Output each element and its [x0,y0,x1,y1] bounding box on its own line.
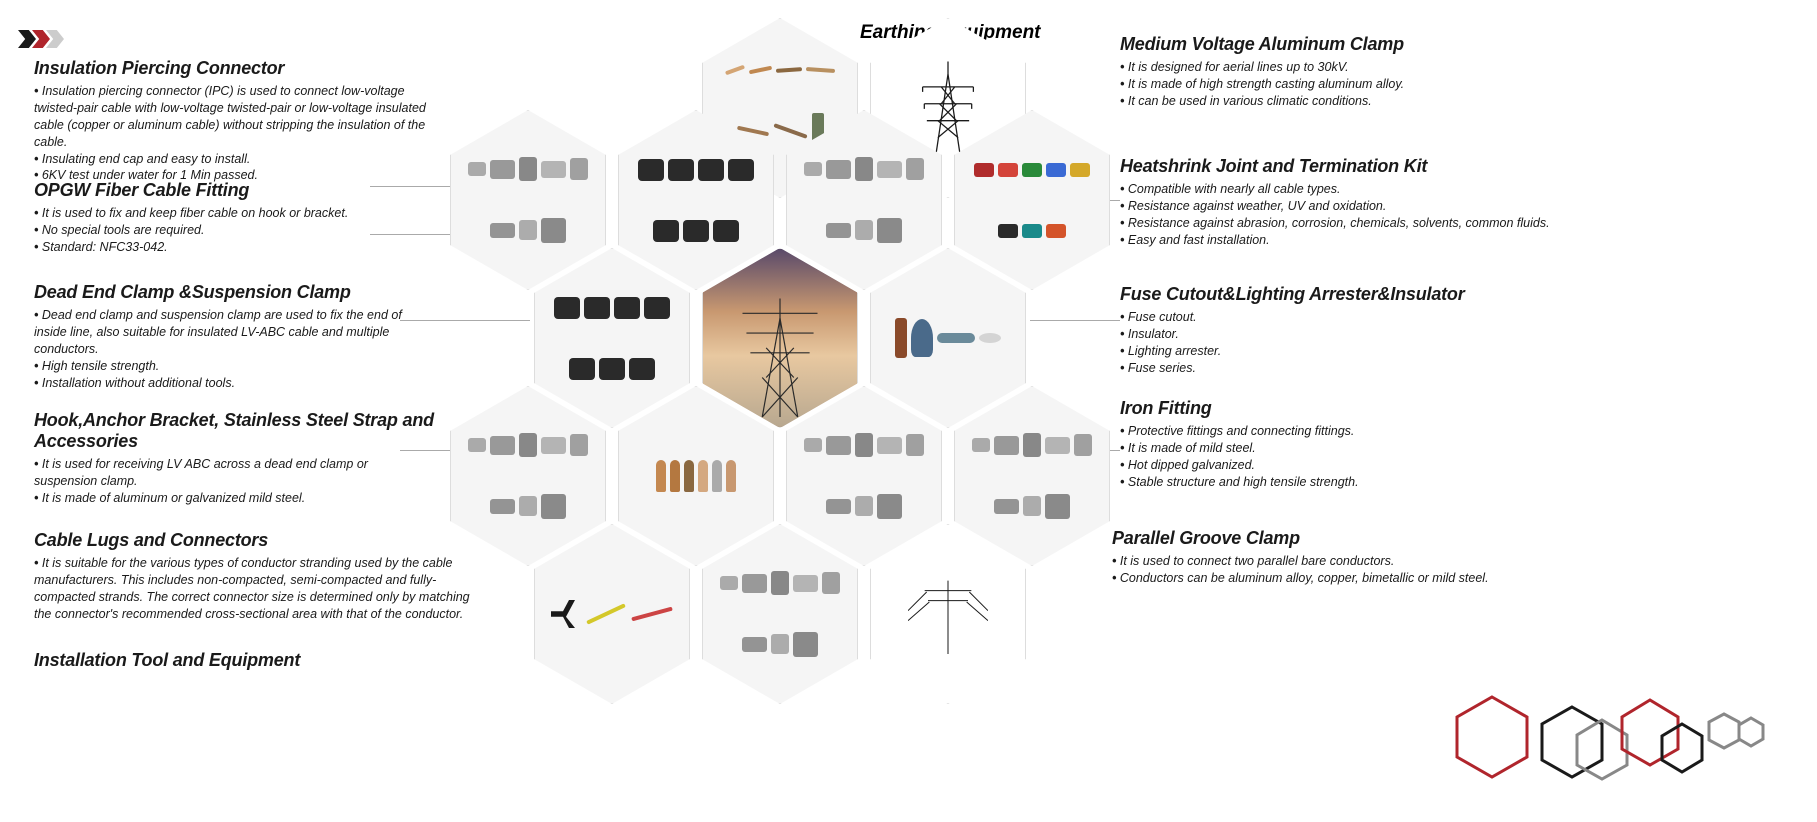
section-bullets-opgw: It is used to fix and keep fiber cable o… [34,205,404,256]
section-pgclamp: Parallel Groove Clamp It is used to conn… [1112,528,1552,587]
leader-line [1110,200,1120,201]
section-tools: Installation Tool and Equipment [34,650,434,675]
decorative-hexagons [1447,662,1787,802]
section-deadend: Dead End Clamp &Suspension Clamp Dead en… [34,282,434,391]
leader-line [400,450,450,451]
hex-tools[interactable] [534,524,690,704]
section-heatshrink: Heatshrink Joint and Termination Kit Com… [1120,156,1560,249]
section-title-hook[interactable]: Hook,Anchor Bracket, Stainless Steel Str… [34,410,434,452]
leader-line [1110,450,1120,451]
section-bullets-pgclamp: It is used to connect two parallel bare … [1112,553,1552,587]
hex-pole[interactable] [870,524,1026,704]
leader-line [400,320,530,321]
section-opgw: OPGW Fiber Cable Fitting It is used to f… [34,180,404,256]
section-hook: Hook,Anchor Bracket, Stainless Steel Str… [34,410,434,507]
hex-deadend[interactable] [534,248,690,428]
section-bullets-heatshrink: Compatible with nearly all cable types. … [1120,181,1560,249]
section-bullets-iron: Protective fittings and connecting fitti… [1120,423,1540,491]
section-bullets-deadend: Dead end clamp and suspension clamp are … [34,307,434,391]
leader-line [370,234,450,235]
section-title-tools[interactable]: Installation Tool and Equipment [34,650,434,671]
section-bullets-ipc: Insulation piercing connector (IPC) is u… [34,83,434,184]
section-title-fuse[interactable]: Fuse Cutout&Lighting Arrester&Insulator [1120,284,1560,305]
section-title-deadend[interactable]: Dead End Clamp &Suspension Clamp [34,282,434,303]
section-bullets-lugs: It is suitable for the various types of … [34,555,474,623]
section-title-heatshrink[interactable]: Heatshrink Joint and Termination Kit [1120,156,1560,177]
hex-iron2[interactable] [954,386,1110,566]
section-insulation-piercing: Insulation Piercing Connector Insulation… [34,58,434,184]
leader-line [1030,320,1120,321]
section-fuse: Fuse Cutout&Lighting Arrester&Insulator … [1120,284,1560,377]
section-title-pgclamp[interactable]: Parallel Groove Clamp [1112,528,1552,549]
section-title-mvac[interactable]: Medium Voltage Aluminum Clamp [1120,34,1540,55]
chevron-decoration [18,30,60,48]
hex-center[interactable] [702,248,858,428]
leader-line [370,186,450,187]
section-mvac: Medium Voltage Aluminum Clamp It is desi… [1120,34,1540,110]
section-title-lugs[interactable]: Cable Lugs and Connectors [34,530,474,551]
hex-pgclamp[interactable] [702,524,858,704]
section-iron: Iron Fitting Protective fittings and con… [1120,398,1540,491]
section-lugs: Cable Lugs and Connectors It is suitable… [34,530,474,623]
section-bullets-hook: It is used for receiving LV ABC across a… [34,456,434,507]
hex-iron[interactable] [786,386,942,566]
hex-lugs[interactable] [618,386,774,566]
section-title-iron[interactable]: Iron Fitting [1120,398,1540,419]
section-title-ipc[interactable]: Insulation Piercing Connector [34,58,434,79]
hex-opgw[interactable] [450,110,606,290]
section-bullets-mvac: It is designed for aerial lines up to 30… [1120,59,1540,110]
section-title-opgw[interactable]: OPGW Fiber Cable Fitting [34,180,404,201]
hex-fuse[interactable] [870,248,1026,428]
section-bullets-fuse: Fuse cutout. Insulator. Lighting arreste… [1120,309,1560,377]
chevron-1 [18,30,36,48]
